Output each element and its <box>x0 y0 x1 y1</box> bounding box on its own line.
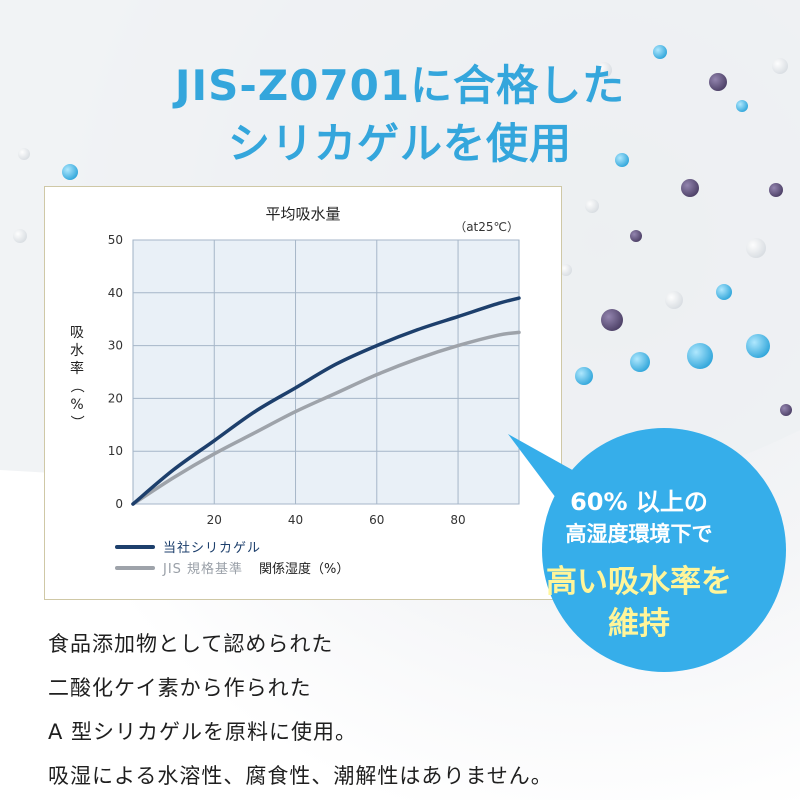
y-axis-label-char: % <box>70 397 83 413</box>
series-line-company <box>131 296 521 506</box>
y-tick-label: 10 <box>108 444 123 458</box>
y-axis-label: 吸水率 （% ） <box>68 325 84 429</box>
chart-panel: 平均吸水量 （at25℃） 吸水率 （% ） 0 10 20 30 40 50 20 40 60 80… <box>44 186 562 600</box>
body-text-line-1: 食品添加物として認められた <box>48 632 334 656</box>
body-text-line-2: 二酸化ケイ素から作られた <box>48 676 312 700</box>
x-tick-label: 80 <box>450 513 465 527</box>
headline-line-2: シリカゲルを使用 <box>227 119 572 168</box>
y-axis-label-char: ） <box>68 415 84 429</box>
x-tick-label: 40 <box>288 513 303 527</box>
y-tick-label: 0 <box>115 497 123 511</box>
bubble-highlight-line-2: 維持 <box>608 606 670 642</box>
bubble-line-2: 高湿度環境下で <box>565 522 713 546</box>
bubble-line-1: 60% 以上の <box>570 488 708 516</box>
y-tick-label: 40 <box>108 286 123 300</box>
x-axis-label: 関係湿度（%） <box>259 562 350 577</box>
legend-label-jis: JIS 規格基準 <box>163 562 244 577</box>
y-tick-label: 30 <box>108 339 123 353</box>
bubble-highlight-line-1: 高い吸水率を <box>546 564 732 600</box>
legend-swatch-jis <box>115 566 155 570</box>
water-absorption-chart: 平均吸水量 （at25℃） 吸水率 （% ） 0 10 20 30 40 50 20 40 60 80 <box>68 205 521 527</box>
y-axis-label-char: 吸 <box>70 325 84 341</box>
y-tick-label: 50 <box>108 233 123 247</box>
body-text-line-3: A 型シリカゲルを原料に使用。 <box>48 720 358 744</box>
plot-area <box>132 239 520 505</box>
chart-note: （at25℃） <box>454 220 519 234</box>
legend-label-company: 当社シリカゲル <box>163 541 262 556</box>
x-tick-label: 60 <box>369 513 384 527</box>
headline-line-1: JIS-Z0701に合格した <box>174 61 626 110</box>
y-tick-label: 20 <box>108 391 123 405</box>
y-axis-label-char: 水 <box>70 343 84 359</box>
series-line-jis <box>131 330 521 506</box>
y-axis-label-char: 率 <box>70 360 84 377</box>
x-tick-label: 20 <box>207 513 222 527</box>
y-axis-label-char: （ <box>68 379 84 393</box>
legend-swatch-company <box>115 545 155 549</box>
body-text-line-4: 吸湿による水溶性、腐食性、潮解性はありません。 <box>48 764 553 788</box>
chart-title: 平均吸水量 <box>265 205 340 223</box>
speech-bubble <box>508 428 786 672</box>
